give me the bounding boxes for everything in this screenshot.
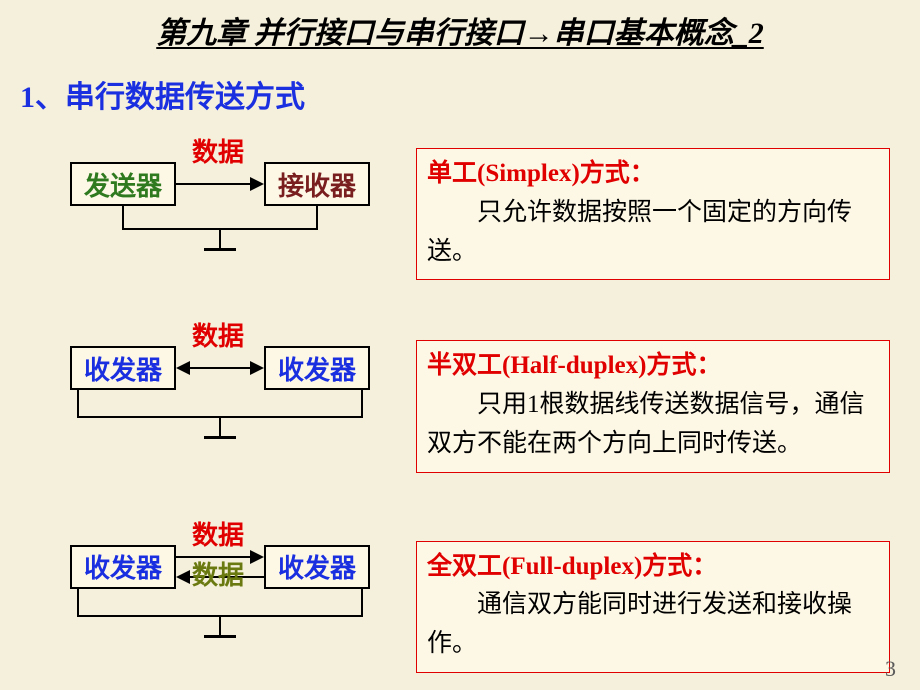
- connector-line: [361, 589, 363, 615]
- row-full-duplex: 收发器 收发器数据数据 全双工(Full-duplex)方式： 通信双方能同时进行…: [0, 495, 920, 673]
- connector-line: [219, 228, 221, 248]
- ground-icon: [204, 248, 236, 251]
- diagram-half-duplex: 收发器 收发器数据: [0, 302, 410, 462]
- arrow-right-icon: [250, 177, 264, 191]
- section-title: 1、串行数据传送方式: [0, 58, 920, 116]
- simplex-receiver-node: 接收器: [264, 162, 370, 206]
- desc-simplex: 单工(Simplex)方式： 只允许数据按照一个固定的方向传送。: [416, 148, 890, 280]
- half-duplex-left-node: 收发器: [70, 346, 176, 390]
- connector-line: [361, 390, 363, 416]
- full-duplex-left-node: 收发器: [70, 545, 176, 589]
- desc-full-duplex-body: 通信双方能同时进行发送和接收操作。: [427, 586, 879, 664]
- connector-line: [316, 206, 318, 228]
- full-duplex-right-node: 收发器: [264, 545, 370, 589]
- page-number: 3: [885, 656, 896, 682]
- ground-icon: [204, 436, 236, 439]
- diagram-full-duplex: 收发器 收发器数据数据: [0, 495, 410, 665]
- half-duplex-data-label: 数据: [192, 316, 244, 353]
- connector-line: [77, 589, 79, 615]
- chapter-title: 第九章 并行接口与串行接口→串口基本概念_2: [0, 0, 920, 58]
- arrow-right-icon: [250, 361, 264, 375]
- desc-half-duplex: 半双工(Half-duplex)方式： 只用1根数据线传送数据信号，通信双方不能…: [416, 340, 890, 472]
- desc-half-duplex-title: 半双工(Half-duplex)方式：: [427, 347, 879, 386]
- connector-line: [122, 206, 124, 228]
- connector-line: [188, 367, 252, 369]
- diagram-simplex: 发送器 接收器数据: [0, 134, 410, 254]
- row-half-duplex: 收发器 收发器数据 半双工(Half-duplex)方式： 只用1根数据线传送数据…: [0, 302, 920, 472]
- desc-full-duplex: 全双工(Full-duplex)方式： 通信双方能同时进行发送和接收操作。: [416, 541, 890, 673]
- ground-icon: [204, 635, 236, 638]
- full-duplex-data-label-bottom: 数据: [192, 555, 244, 592]
- arrow-right-icon: [250, 550, 264, 564]
- desc-simplex-body: 只允许数据按照一个固定的方向传送。: [427, 194, 879, 272]
- row-simplex: 发送器 接收器数据 单工(Simplex)方式： 只允许数据按照一个固定的方向传送…: [0, 134, 920, 280]
- desc-half-duplex-body: 只用1根数据线传送数据信号，通信双方不能在两个方向上同时传送。: [427, 386, 879, 464]
- simplex-data-label: 数据: [192, 132, 244, 169]
- full-duplex-data-label-top: 数据: [192, 515, 244, 552]
- simplex-sender-node: 发送器: [70, 162, 176, 206]
- half-duplex-right-node: 收发器: [264, 346, 370, 390]
- desc-simplex-title: 单工(Simplex)方式：: [427, 155, 879, 194]
- connector-line: [176, 183, 252, 185]
- connector-line: [219, 615, 221, 635]
- desc-full-duplex-title: 全双工(Full-duplex)方式：: [427, 548, 879, 587]
- connector-line: [219, 416, 221, 436]
- connector-line: [77, 390, 79, 416]
